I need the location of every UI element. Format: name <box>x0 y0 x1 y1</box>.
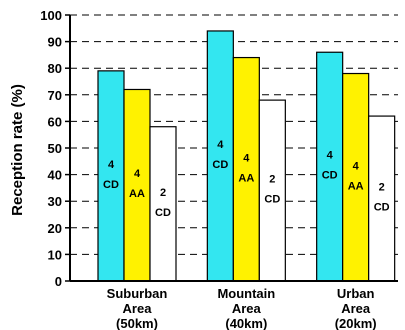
x-category-label: Mountain <box>217 286 275 301</box>
bar <box>258 99 286 282</box>
y-tick-label: 30 <box>48 194 62 209</box>
x-category-label: (40km) <box>225 316 267 330</box>
bar-label: AA <box>238 172 254 184</box>
y-tick-label: 80 <box>48 61 62 76</box>
bar-label: CD <box>155 207 171 219</box>
bar-label: 2 <box>160 187 166 199</box>
bar-label: CD <box>374 202 390 214</box>
bar <box>123 88 151 282</box>
bar-label: CD <box>212 159 228 171</box>
x-category-label: (20km) <box>335 316 377 330</box>
x-category-label: Area <box>232 301 262 316</box>
x-category-label: Suburban <box>107 286 168 301</box>
y-tick-label: 50 <box>48 141 62 156</box>
y-tick-label: 40 <box>48 168 62 183</box>
bar-label: 4 <box>134 168 141 180</box>
bar-label: AA <box>348 180 364 192</box>
bar-label: 4 <box>327 150 334 162</box>
y-tick-label: 100 <box>40 8 62 23</box>
bar-label: 4 <box>108 159 115 171</box>
bar-label: 4 <box>353 160 360 172</box>
bar <box>97 70 125 282</box>
x-category-label: (50km) <box>116 316 158 330</box>
bar <box>149 126 177 282</box>
bar-label: CD <box>264 194 280 206</box>
bar-label: 4 <box>243 152 250 164</box>
y-tick-label: 10 <box>48 247 62 262</box>
y-tick-labels: 0 10 20 30 40 50 60 70 80 90 100 <box>40 8 62 289</box>
x-category-label: Area <box>341 301 371 316</box>
bar-label: CD <box>322 170 338 182</box>
y-tick-label: 60 <box>48 114 62 129</box>
x-category-labels: SuburbanArea(50km)MountainArea(40km)Urba… <box>107 286 377 330</box>
bar-label: 2 <box>379 182 385 194</box>
x-category-label: Area <box>123 301 153 316</box>
bar-label: 4 <box>217 139 224 151</box>
axes <box>65 14 398 282</box>
x-category-label: Urban <box>337 286 375 301</box>
bar-label: CD <box>103 179 119 191</box>
bar-label: AA <box>129 188 145 200</box>
bar <box>206 30 234 282</box>
bar <box>368 115 396 282</box>
bars: 4 CD 4 AA 2 CD 4 CD 4 AA 2 CD 4 CD 4 AA 2 CD <box>97 30 396 282</box>
bar <box>316 51 344 282</box>
bar <box>342 72 370 282</box>
bar-label: 2 <box>269 174 275 186</box>
bar <box>232 56 260 282</box>
y-tick-label: 70 <box>48 88 62 103</box>
y-tick-label: 20 <box>48 221 62 236</box>
y-tick-label: 0 <box>55 274 62 289</box>
y-axis-label: Reception rate (%) <box>9 84 26 216</box>
y-tick-label: 90 <box>48 35 62 50</box>
